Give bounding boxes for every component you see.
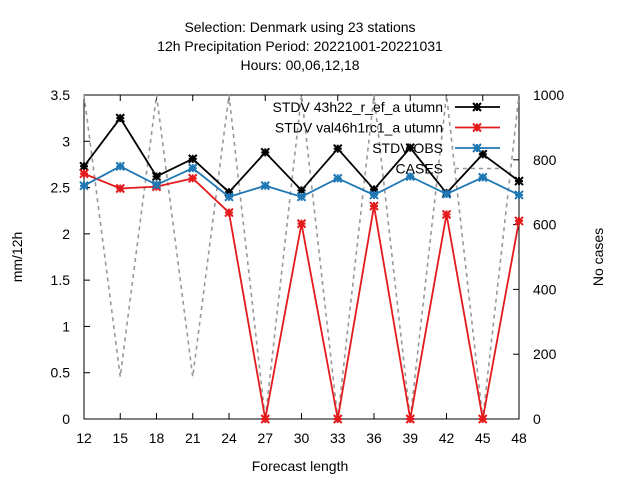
legend: STDV 43h22_r_ef_a utumn STDV val46h1rc1_a… (273, 99, 500, 177)
data-point (151, 180, 162, 190)
x-tick-label: 30 (294, 430, 310, 446)
x-tick-label: 15 (112, 430, 128, 446)
chart-title: Selection: Denmark using 23 stations 12h… (157, 19, 443, 73)
data-point (188, 163, 198, 173)
legend-item: STDV val46h1rc1_a utumn (275, 120, 500, 136)
data-point (478, 414, 488, 424)
x-tick-label: 39 (402, 430, 418, 446)
y-tick-label: 3 (62, 133, 70, 149)
data-point (333, 414, 343, 424)
data-point (151, 171, 162, 182)
data-point (115, 113, 125, 123)
y2-tick-label: 200 (533, 346, 557, 362)
data-point (478, 172, 488, 183)
data-point (115, 183, 125, 194)
data-point (296, 192, 307, 202)
y2-tick-label: 600 (533, 217, 557, 233)
y2-tick-label: 800 (533, 152, 557, 168)
data-point (188, 173, 198, 184)
data-point (441, 209, 452, 220)
data-point (115, 161, 125, 171)
x-axis: 12 15 18 21 24 27 30 33 36 39 42 45 48 (76, 95, 527, 446)
x-axis-label: Forecast length (252, 458, 349, 474)
y2-tick-label: 400 (533, 281, 557, 297)
x-tick-label: 18 (149, 430, 165, 446)
y-tick-label: 1.5 (51, 272, 71, 288)
y-tick-label: 3.5 (51, 87, 71, 103)
x-tick-label: 24 (221, 430, 237, 446)
legend-label: STDV OBS (372, 140, 443, 156)
data-point (514, 216, 524, 226)
series-layer (79, 94, 524, 424)
data-point (260, 414, 270, 424)
legend-marker (472, 102, 482, 112)
x-tick-label: 48 (511, 430, 527, 446)
x-tick-label: 42 (439, 430, 455, 446)
legend-marker (472, 143, 482, 153)
x-tick-label: 45 (475, 430, 491, 446)
y-tick-label: 1 (62, 318, 70, 334)
series-2 (79, 161, 524, 202)
y-tick-label: 0 (62, 411, 70, 427)
data-point (441, 189, 452, 199)
data-point (369, 190, 379, 200)
legend-label: STDV val46h1rc1_a utumn (275, 120, 443, 136)
y-tick-label: 2 (62, 226, 70, 242)
data-point (333, 143, 343, 154)
y-axis-label: mm/12h (9, 232, 25, 283)
series-3 (83, 94, 520, 420)
x-tick-label: 36 (366, 430, 382, 446)
series-line (83, 172, 520, 420)
data-point (369, 201, 379, 211)
data-point (79, 161, 89, 171)
y-axis: 0 0.5 1 1.5 2 2.5 3 3.5 (51, 87, 90, 427)
title-line-3: Hours: 00,06,12,18 (240, 57, 359, 73)
x-tick-label: 12 (76, 430, 92, 446)
legend-marker (472, 122, 482, 133)
legend-label: STDV 43h22_r_ef_a utumn (273, 99, 443, 115)
data-point (333, 173, 343, 184)
series-1 (79, 168, 524, 424)
y2-tick-label: 1000 (533, 87, 564, 103)
data-point (224, 192, 234, 202)
data-point (296, 218, 307, 229)
y2-axis: 0 200 400 600 800 1000 (513, 87, 564, 427)
y-tick-label: 0.5 (51, 365, 71, 381)
x-tick-label: 21 (185, 430, 201, 446)
data-point (188, 154, 198, 164)
title-line-1: Selection: Denmark using 23 stations (184, 19, 415, 35)
title-line-2: 12h Precipitation Period: 20221001-20221… (157, 38, 443, 54)
data-point (79, 168, 89, 179)
legend-item: CASES (396, 161, 500, 177)
data-point (405, 171, 415, 182)
y-tick-label: 2.5 (51, 180, 71, 196)
legend-item: STDV 43h22_r_ef_a utumn (273, 99, 500, 115)
data-point (405, 143, 415, 153)
data-point (260, 181, 270, 191)
data-point (405, 414, 415, 424)
data-point (260, 147, 270, 158)
y2-axis-label: No cases (590, 228, 606, 286)
data-point (79, 181, 89, 191)
y2-tick-label: 0 (533, 411, 541, 427)
x-tick-label: 27 (257, 430, 273, 446)
data-point (224, 207, 234, 218)
legend-item: STDV OBS (372, 140, 500, 156)
series-line (83, 94, 520, 420)
data-point (514, 176, 524, 186)
legend-label: CASES (396, 161, 443, 177)
x-tick-label: 33 (330, 430, 346, 446)
data-point (514, 190, 524, 200)
